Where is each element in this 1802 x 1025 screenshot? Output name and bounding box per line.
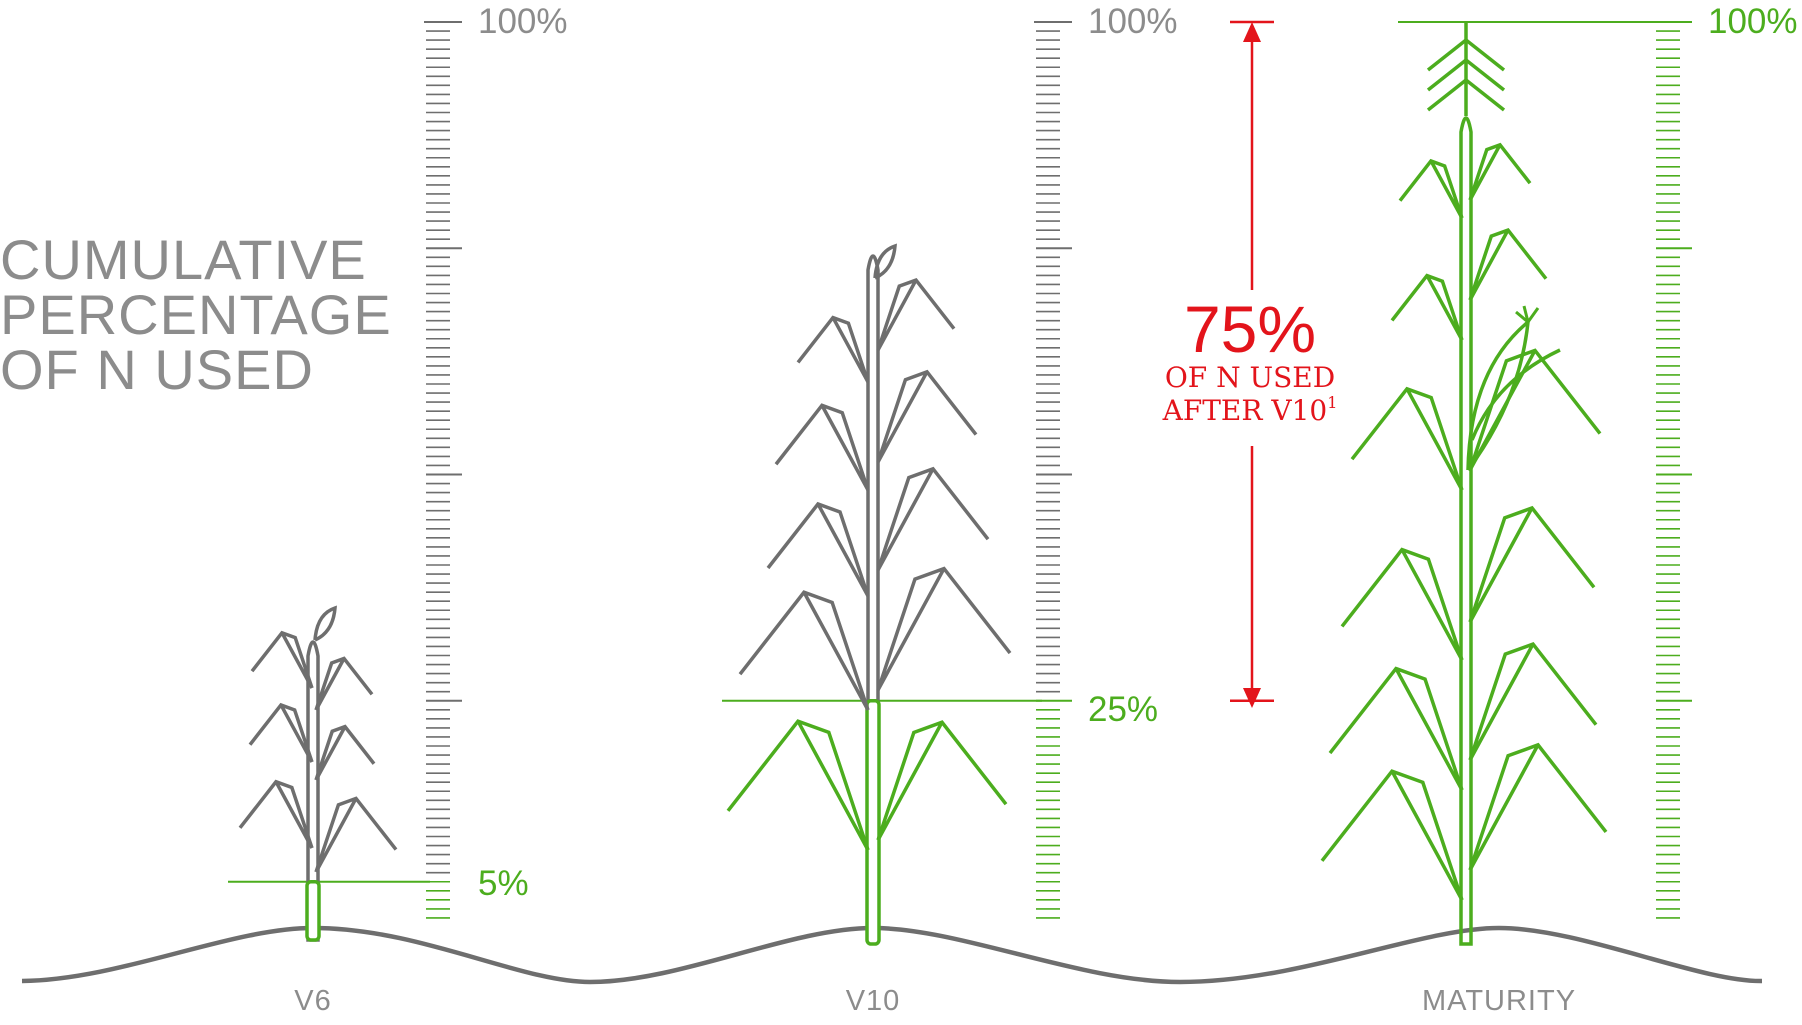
maturity-tassel-branch [1464,58,1506,92]
maturity-leaf [1468,505,1596,623]
maturity-leaf [1468,348,1602,471]
v6-stalk [306,640,320,942]
v6-leaf [248,702,314,763]
maturity-tassel-branch [1464,78,1506,112]
stage-label-maturity: MATURITY [1421,985,1577,1017]
maturity-tassel-branch [1464,38,1506,72]
v10-leaf [774,403,870,491]
annotation-line-1: OF N USED [1164,361,1336,394]
maturity-leaf [1328,666,1464,791]
v10-leaf [766,501,870,597]
annotation-arrowhead-up [1243,22,1261,42]
title-line-1: CUMULATIVE [0,228,367,291]
v6-leaf [238,779,314,849]
maturity-leaf [1320,769,1464,901]
maturity-tassel-branch [1426,78,1468,112]
v6-top-label: 100% [478,2,568,41]
stage-label-v6: V6 [294,985,332,1017]
maturity-leaf [1468,228,1548,301]
ground-line [21,925,1763,985]
maturity-stalk [1459,116,1473,946]
maturity-leaf [1468,142,1532,201]
v6-leaf [250,630,314,689]
v10-leaf-green [726,719,870,851]
v10-leaf [796,315,870,383]
maturity-tassel-branch [1426,38,1468,72]
maturity-ear-husk [1470,348,1561,441]
title-line-3: OF N USED [0,338,314,401]
v6-stalk-base [305,880,321,942]
title-line-2: PERCENTAGE [0,283,392,346]
maturity-top-label: 100% [1708,2,1798,41]
v10-leaf-green [876,720,1008,841]
v6-marker-label: 5% [478,864,529,903]
v10-leaf [876,566,1012,691]
maturity-leaf [1390,273,1464,341]
v10-stalk-base [865,699,881,946]
annotation-arrowhead-down [1243,688,1261,708]
annotation-line-2: AFTER V101 [1162,394,1338,427]
v10-stalk [866,254,880,703]
maturity-silk [1515,305,1540,324]
annotation-line-2-text: AFTER V10 [1162,394,1328,427]
v10-leaf [876,466,990,571]
v6-leaf [314,656,374,711]
v10-top-label: 100% [1088,2,1178,41]
v10-leaf [876,369,978,463]
maturity-leaf [1340,547,1464,661]
stage-label-v10: V10 [845,985,901,1017]
v10-marker-label: 25% [1088,690,1159,729]
v6-leaf [314,724,376,781]
maturity-leaf [1398,158,1464,219]
annotation-percent: 75% [1183,292,1317,366]
v10-top-leaf [873,243,897,280]
v6-leaf [314,796,398,873]
maturity-leaf [1468,642,1598,761]
maturity-leaf [1468,742,1608,871]
v10-leaf [876,278,956,351]
v10-leaf [738,590,870,711]
v6-top-leaf [313,605,337,642]
maturity-tassel-branch [1426,58,1468,92]
maturity-leaf [1350,386,1464,491]
annotation-footnote: 1 [1327,393,1338,412]
